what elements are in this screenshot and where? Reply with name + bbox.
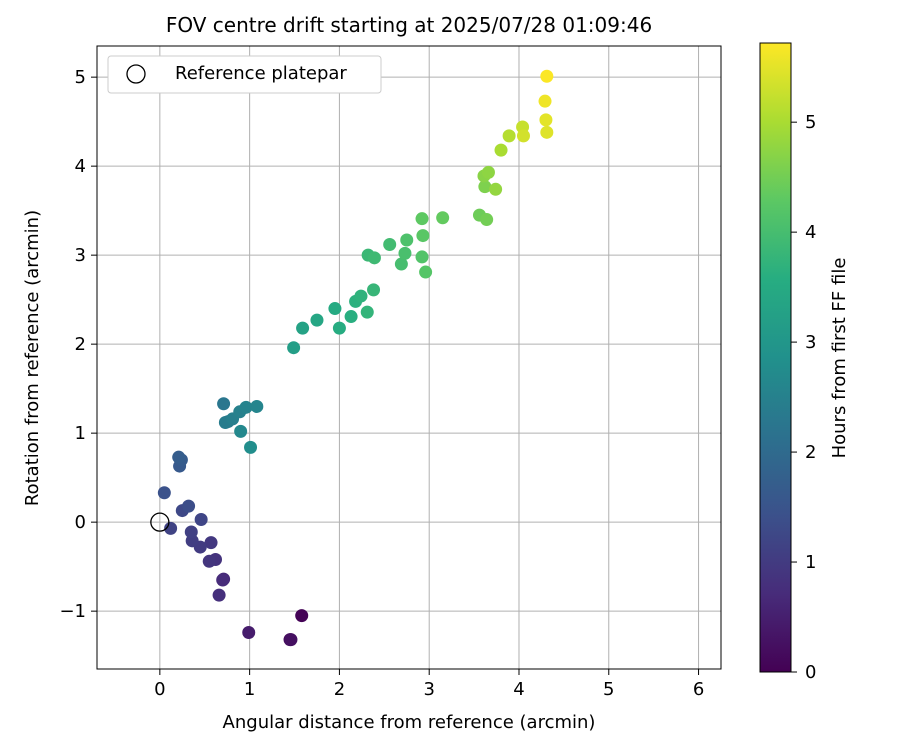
scatter-point [478,180,492,194]
scatter-point [164,521,178,535]
colorbar-label: Hours from first FF file [829,258,850,459]
y-tick-label: 0 [75,512,86,533]
scatter-point [332,321,346,335]
x-tick-label: 3 [423,679,434,700]
scatter-point [344,310,358,324]
scatter-point [398,246,412,260]
colorbar-tick-label: 0 [805,662,816,683]
scatter-point [287,341,301,355]
colorbar-tick-label: 2 [805,442,816,463]
colorbar-gradient [759,42,792,673]
scatter-point [157,486,171,500]
y-tick-label: 4 [75,156,86,177]
scatter-points [157,69,554,647]
scatter-point [184,525,198,539]
grid-lines [97,46,721,669]
colorbar: 0 1 2 3 4 5 Hours from first FF file [759,42,850,683]
x-tick-label: 6 [693,679,704,700]
reference-platepar-marker [150,512,170,532]
scatter-point [538,94,552,108]
y-tick-label: 2 [75,334,86,355]
scatter-point [489,182,503,196]
scatter-point [367,251,381,265]
scatter-point [540,69,554,83]
colorbar-tick-label: 5 [805,112,816,133]
x-tick-label: 1 [244,679,255,700]
scatter-point [234,424,248,438]
scatter-point [328,302,342,316]
scatter-point [250,399,264,413]
scatter-point [216,573,230,587]
colorbar-tick-label: 1 [805,552,816,573]
x-tick-label: 0 [154,679,165,700]
colorbar-tick-label: 3 [805,332,816,353]
scatter-point [540,125,554,139]
y-tick-label: −1 [59,601,86,622]
x-tick-label: 2 [334,679,345,700]
scatter-point [244,440,258,454]
scatter-point [481,165,495,179]
scatter-point [502,129,516,143]
y-tick-label: 5 [75,67,86,88]
scatter-point [172,450,186,464]
colorbar-tick-label: 4 [805,222,816,243]
scatter-point [239,400,253,414]
scatter-point [416,229,430,243]
x-axis-ticks: 0 1 2 3 4 5 6 [154,669,704,700]
scatter-point [494,143,508,157]
scatter-point [400,233,414,247]
scatter-point [202,554,216,568]
scatter-point [354,289,368,303]
scatter-point [242,626,256,640]
scatter-point [217,397,231,411]
y-tick-label: 3 [75,245,86,266]
scatter-point [415,250,429,264]
legend: Reference platepar [107,55,382,94]
legend-marker-reference [126,64,146,84]
scatter-point [367,283,381,297]
scatter-point [480,213,494,227]
y-tick-label: 1 [75,423,86,444]
scatter-point [212,588,226,602]
scatter-point [516,129,530,143]
scatter-point [296,321,310,335]
scatter-point [295,609,309,623]
x-axis-label: Angular distance from reference (arcmin) [223,712,596,733]
scatter-point [419,265,433,279]
chart-title: FOV centre drift starting at 2025/07/28 … [166,13,652,37]
scatter-point [360,305,374,319]
scatter-point [539,113,553,127]
y-axis-label: Rotation from reference (arcmin) [22,210,43,506]
scatter-point [204,536,218,550]
colorbar-ticks: 0 1 2 3 4 5 [791,112,816,683]
scatter-point [194,512,208,526]
plot-frame [96,45,722,670]
y-axis-ticks: −1 0 1 2 3 4 5 [59,67,97,622]
x-tick-label: 5 [603,679,614,700]
scatter-point [284,633,298,647]
scatter-point [415,212,429,226]
scatter-point [182,499,196,513]
legend-box [107,55,382,94]
scatter-point [383,237,397,251]
scatter-point [436,211,450,225]
x-tick-label: 4 [513,679,524,700]
legend-label-reference: Reference platepar [175,63,347,84]
scatter-point [310,313,324,327]
scatter-point [394,257,408,271]
